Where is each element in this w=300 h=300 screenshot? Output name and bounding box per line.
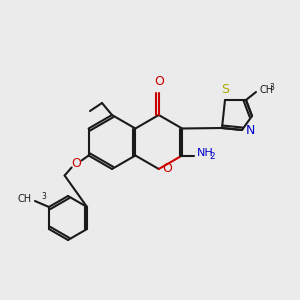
Text: O: O: [72, 157, 82, 170]
Text: 2: 2: [209, 152, 215, 161]
Text: O: O: [154, 75, 164, 88]
Text: CH: CH: [259, 85, 273, 95]
Text: N: N: [246, 124, 255, 136]
Text: 3: 3: [269, 83, 274, 92]
Text: CH: CH: [18, 194, 32, 204]
Text: S: S: [221, 83, 229, 96]
Text: NH: NH: [197, 148, 214, 158]
Text: O: O: [162, 163, 172, 176]
Text: 3: 3: [41, 192, 46, 201]
